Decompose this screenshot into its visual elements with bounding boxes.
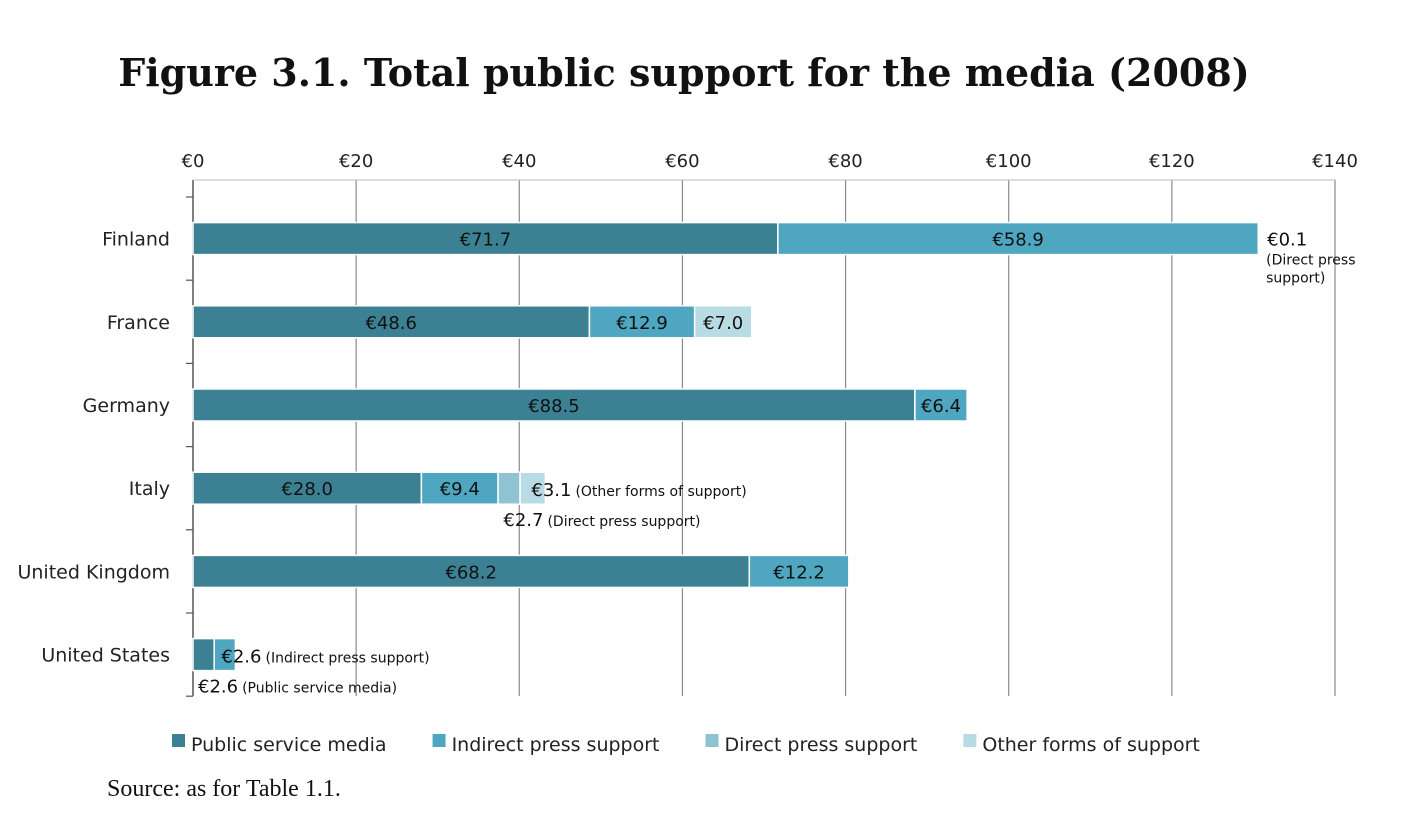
legend-swatch [432,734,446,747]
y-axis: Finland France Germany Italy United Kingdom U… [17,196,193,697]
data-label: €9.4 [440,479,480,500]
annotation-value: €0.1 [1267,230,1307,251]
bar-segment [192,305,591,339]
bar-segment [192,637,215,672]
bar-segment [748,554,850,589]
annotation-value: €2.6 [221,647,261,668]
data-label: €6.4 [921,396,961,417]
annotation: €0.1 [1267,230,1307,251]
chart-title: Figure 3.1. Total public support for the… [118,50,1250,95]
x-tick-label: €140 [1312,151,1358,172]
category-label: Italy [129,478,170,500]
data-label: €12.2 [773,562,825,583]
annotation: €3.1 (Other forms of support) [531,480,746,501]
bars: €71.7 €58.9 €48.6 €12.9 €7.0 €88.5 €6.4 €28.0 €9… [192,221,1260,672]
bar-segment [213,637,237,672]
data-label: €28.0 [281,479,333,500]
category-label: United States [41,645,170,667]
category-label: Germany [83,395,170,417]
x-tick-label: €20 [339,151,373,172]
data-label: €7.0 [703,313,743,334]
annotation-value: €2.7 [503,510,543,531]
bar-segment [777,221,1260,256]
annotation-note: (Direct press support) [547,514,700,530]
legend-label: Direct press support [725,734,918,756]
x-tick-label: €100 [986,151,1032,172]
annotations: €0.1 (Direct press support) €3.1 (Other form… [198,230,1356,698]
bar-segment [693,305,753,339]
data-label: €12.9 [616,313,668,334]
annotation-value: €3.1 [531,480,571,501]
bar-segment [497,471,521,505]
bar-segment [1257,221,1260,256]
annotation: €2.6 (Public service media) [198,677,397,698]
bar-segment [192,554,751,589]
legend-swatch [705,734,719,747]
grid [192,179,1336,696]
x-tick-label: €40 [502,151,536,172]
annotation-note: (Other forms of support) [575,484,746,500]
annotation-value: €2.6 [198,677,238,698]
legend-label: Public service media [191,734,387,756]
annotation-note: (Indirect press support) [265,651,429,667]
bar-segment [192,471,423,505]
x-tick-label: €0 [182,151,205,172]
x-tick-label: €60 [665,151,699,172]
bar-segment [914,388,968,422]
x-tick-label: €80 [828,151,862,172]
bar-segment [420,471,499,505]
bar-segment [519,471,547,505]
data-label: €71.7 [460,230,512,251]
legend-label: Indirect press support [452,734,660,756]
x-tick-label: €120 [1149,151,1195,172]
data-label: €68.2 [445,562,497,583]
bar-segment [192,221,779,256]
bar-segment [192,388,916,422]
legend-label: Other forms of support [982,734,1200,756]
legend-swatch [172,734,185,747]
annotation: €2.7 (Direct press support) [503,510,700,531]
legend-swatch [963,734,977,747]
data-label: €58.9 [992,230,1044,251]
legend: Public service media Indirect press suppo… [172,734,1200,756]
annotation-note: (Public service media) [242,681,397,697]
category-label: United Kingdom [17,561,170,583]
annotation-note: (Direct press [1266,253,1355,269]
category-label: France [107,312,170,334]
annotation: €2.6 (Indirect press support) [221,647,429,668]
data-label: €88.5 [528,396,580,417]
data-label: €48.6 [365,313,417,334]
source-note: Source: as for Table 1.1. [107,776,341,802]
category-label: Finland [102,229,170,251]
annotation-note: support) [1266,271,1325,287]
x-axis-ticks: €0 €20 €40 €60 €80 €100 €120 €140 [182,151,1358,172]
